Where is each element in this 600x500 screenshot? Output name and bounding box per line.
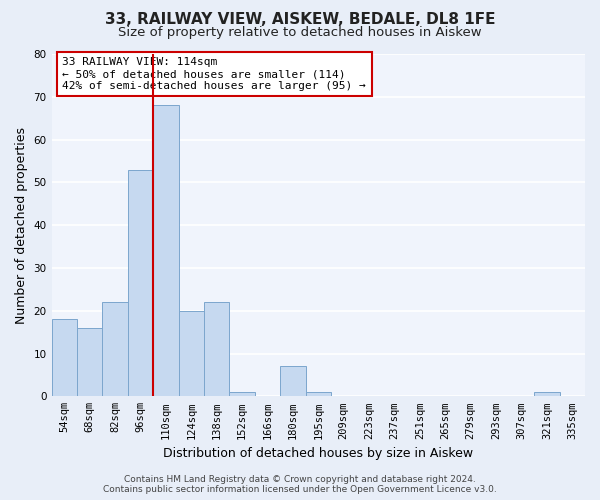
- Bar: [153, 106, 179, 397]
- Text: Contains HM Land Registry data © Crown copyright and database right 2024.
Contai: Contains HM Land Registry data © Crown c…: [103, 474, 497, 494]
- Bar: [229, 392, 255, 396]
- Y-axis label: Number of detached properties: Number of detached properties: [15, 126, 28, 324]
- Text: 33, RAILWAY VIEW, AISKEW, BEDALE, DL8 1FE: 33, RAILWAY VIEW, AISKEW, BEDALE, DL8 1F…: [105, 12, 495, 28]
- Bar: [77, 328, 103, 396]
- Bar: [52, 320, 77, 396]
- Bar: [204, 302, 229, 396]
- Bar: [103, 302, 128, 396]
- X-axis label: Distribution of detached houses by size in Aiskew: Distribution of detached houses by size …: [163, 447, 473, 460]
- Text: 33 RAILWAY VIEW: 114sqm
← 50% of detached houses are smaller (114)
42% of semi-d: 33 RAILWAY VIEW: 114sqm ← 50% of detache…: [62, 58, 366, 90]
- Bar: [280, 366, 305, 396]
- Bar: [128, 170, 153, 396]
- Bar: [534, 392, 560, 396]
- Bar: [305, 392, 331, 396]
- Text: Size of property relative to detached houses in Aiskew: Size of property relative to detached ho…: [118, 26, 482, 39]
- Bar: [179, 310, 204, 396]
